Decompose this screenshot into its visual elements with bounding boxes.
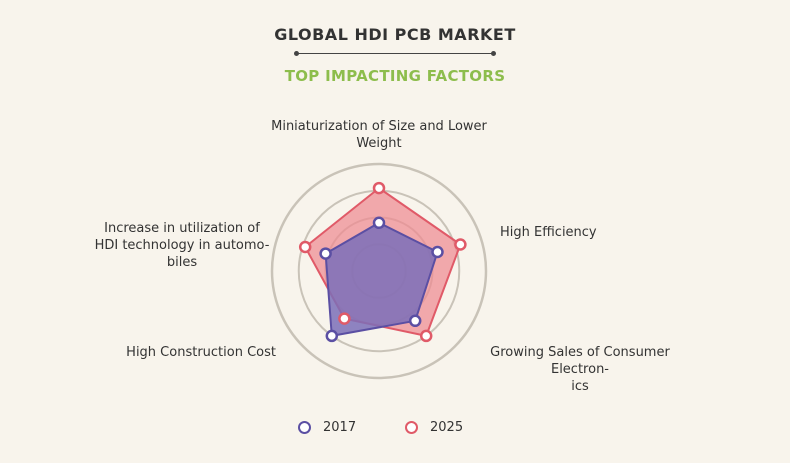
radar-series-areas (304, 187, 462, 337)
axis-label-consumer-electronics: Growing Sales of Consumer Electron- ics (490, 345, 670, 394)
chart-legend: 2017 2025 (0, 420, 790, 442)
legend-item-2025[interactable]: 2025 (405, 420, 463, 435)
chart-title: GLOBAL HDI PCB MARKET (274, 25, 516, 44)
point-2025-axis-3[interactable] (338, 312, 351, 325)
legend-label-2017: 2017 (323, 420, 357, 435)
point-2025-axis-0[interactable] (372, 181, 386, 195)
point-2025-axis-4[interactable] (298, 240, 312, 254)
point-2017-axis-2[interactable] (408, 314, 422, 328)
legend-marker-2017-icon (298, 421, 311, 434)
axis-label-hdi-automobiles: Increase in utilization of HDI technolog… (94, 221, 270, 270)
point-2017-axis-1[interactable] (431, 245, 444, 259)
legend-marker-2025-icon (405, 421, 418, 434)
legend-item-2017[interactable]: 2017 (298, 420, 356, 435)
point-2017-axis-4[interactable] (319, 247, 332, 260)
legend-label-2025: 2025 (430, 420, 464, 435)
axis-label-miniaturization: Miniaturization of Size and Lower Weight (271, 119, 487, 151)
axis-label-high-efficiency: High Efficiency (500, 225, 597, 240)
grid-ring-4 (270, 162, 488, 380)
point-2017-axis-0[interactable] (372, 216, 386, 230)
radar-series-points (298, 181, 467, 343)
series-area-2017 (324, 221, 439, 337)
point-2025-axis-2[interactable] (419, 329, 433, 343)
point-2025-axis-1[interactable] (454, 238, 467, 251)
title-divider (294, 50, 496, 56)
axis-label-construction-cost: High Construction Cost (126, 345, 276, 360)
chart-subtitle: TOP IMPACTING FACTORS (284, 67, 506, 85)
point-2017-axis-3[interactable] (325, 329, 339, 343)
